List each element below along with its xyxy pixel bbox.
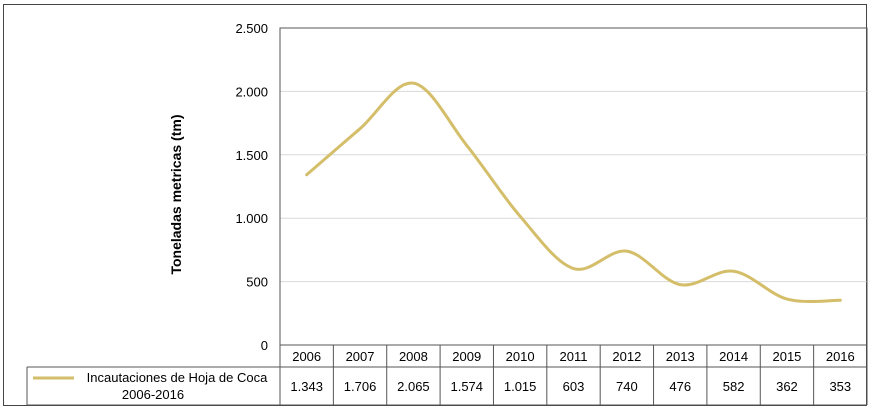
y-axis-label: Toneladas metricas (tm) [168,114,184,274]
y-tick-label: 1.500 [235,148,268,163]
category-label: 2006 [292,349,321,364]
data-value-label: 476 [669,379,691,394]
data-value-label: 582 [723,379,745,394]
data-table: 2006 2007 2008 2009 2010 2011 2012 2013 2014 2015… [26,345,868,406]
y-tick-label: 2.500 [235,21,268,36]
category-label: 2010 [506,349,535,364]
category-label: 2013 [666,349,695,364]
data-value-label: 1.343 [290,379,323,394]
y-tick-label: 1.000 [235,211,268,226]
y-tick-label: 500 [246,275,268,290]
category-label: 2008 [399,349,428,364]
category-label: 2011 [560,349,588,364]
category-label: 2007 [346,349,375,364]
category-label: 2009 [452,349,481,364]
series-line [305,81,842,304]
category-label: 2012 [612,349,641,364]
plot-area [279,27,868,346]
data-value-label: 1.015 [504,379,537,394]
data-value-label: 603 [563,379,585,394]
y-tick-label: 0 [261,338,268,353]
data-value-label: 1.574 [450,379,483,394]
grid-lines [280,27,867,283]
data-value-label: 2.065 [397,379,430,394]
legend-label: Incautaciones de Hoja de Coca [87,370,268,385]
category-label: 2016 [826,349,855,364]
data-value-label: 1.706 [344,379,377,394]
y-axis-ticks: 0 500 1.000 1.500 2.000 2.500 [235,21,268,353]
legend-label: 2006-2016 [122,387,184,402]
category-label: 2014 [719,349,748,364]
category-label: 2015 [772,349,801,364]
data-value-label: 740 [616,379,638,394]
data-value-label: 362 [776,379,798,394]
data-value-label: 353 [829,379,851,394]
y-tick-label: 2.000 [235,84,268,99]
